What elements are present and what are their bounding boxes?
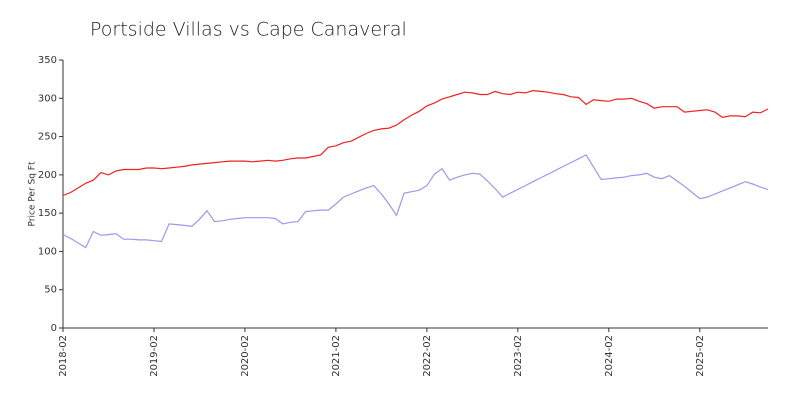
- y-tick-label: 150: [38, 208, 57, 219]
- x-tick-label: 2025-02: [695, 335, 706, 377]
- x-tick-label: 2022-02: [422, 335, 433, 377]
- x-tick-label: 2021-02: [331, 335, 342, 377]
- y-tick-label: 0: [51, 323, 57, 334]
- x-tick-label: 2023-02: [513, 335, 524, 377]
- line-series: [62, 154, 769, 249]
- y-axis-label: Price Per Sq Ft: [28, 161, 38, 226]
- chart-title: Portside Villas vs Cape Canaveral: [90, 19, 407, 41]
- x-tick-label: 2020-02: [240, 335, 251, 377]
- y-tick-label: 100: [38, 246, 57, 257]
- x-tick-label: 2024-02: [604, 335, 615, 377]
- y-tick-label: 300: [38, 93, 57, 104]
- y-tick-label: 50: [44, 285, 57, 296]
- y-tick-label: 200: [38, 170, 57, 181]
- y-tick-label: 350: [38, 55, 57, 66]
- line-series: [62, 89, 769, 197]
- y-tick-label: 250: [38, 132, 57, 143]
- x-tick-label: 2019-02: [149, 335, 160, 377]
- x-tick-label: 2018-02: [58, 335, 69, 377]
